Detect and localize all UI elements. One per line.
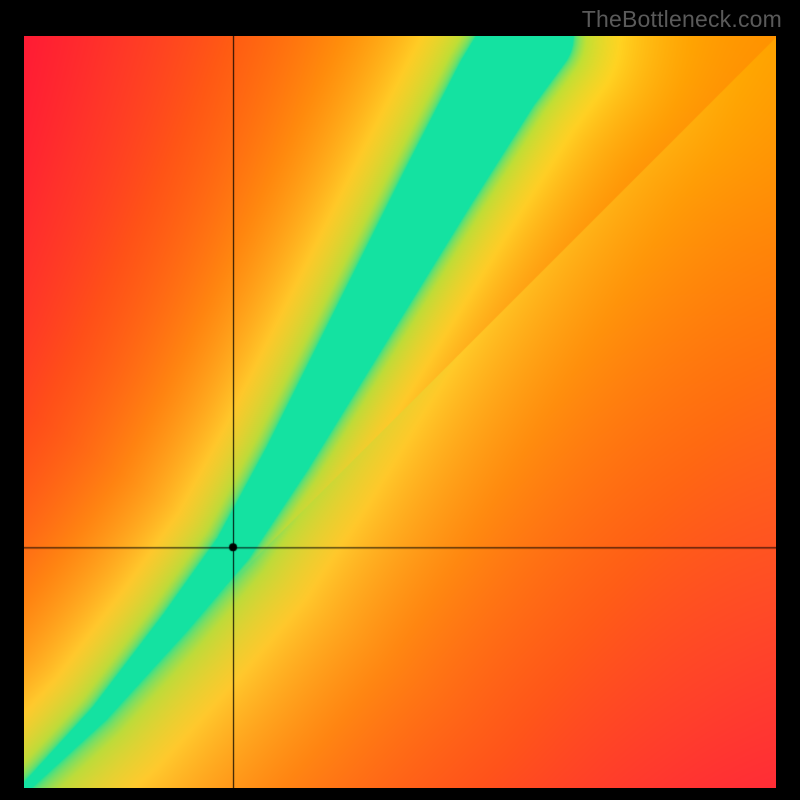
heatmap-plot: [24, 36, 776, 788]
watermark-text: TheBottleneck.com: [582, 6, 782, 33]
heatmap-canvas: [24, 36, 776, 788]
chart-frame: TheBottleneck.com: [0, 0, 800, 800]
